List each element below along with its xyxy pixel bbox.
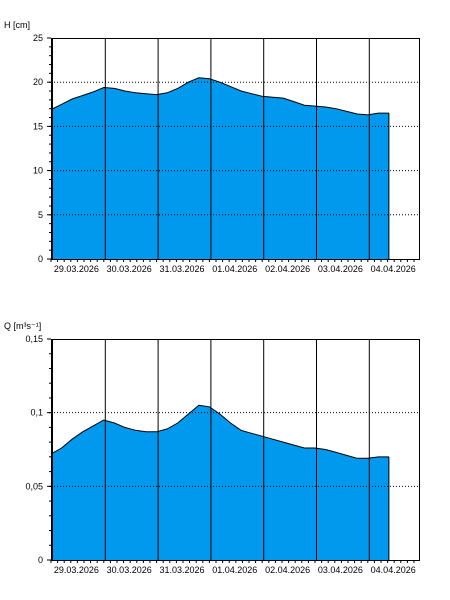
y-tick-label: 15	[33, 121, 43, 131]
x-tick-label: 02.04.2026	[265, 264, 310, 274]
series-area	[51, 405, 389, 560]
y-tick-label: 20	[33, 77, 43, 87]
plot-area: 0 0,05 0,1 0,15 29.03.2026 30.03.2026 31.03.20…	[25, 334, 420, 575]
y-tick-label: 10	[33, 166, 43, 176]
x-tick-label: 01.04.2026	[212, 565, 257, 575]
y-axis-label: Q [m³s⁻¹]	[4, 321, 41, 331]
x-tick-label: 03.04.2026	[318, 565, 363, 575]
y-tick-label: 0,05	[25, 481, 43, 491]
y-tick-label: 0	[38, 254, 43, 264]
x-tick-label: 04.04.2026	[371, 264, 416, 274]
y-tick-label: 5	[38, 210, 43, 220]
series-line	[50, 404, 389, 459]
y-tick-label: 0	[38, 555, 43, 565]
water-level-chart: H [cm] 0 5 10 15 20 25 29.03.2026 30.03.2026 31.…	[4, 20, 420, 274]
y-tick-label: 0,1	[30, 408, 43, 418]
x-tick-label: 02.04.2026	[265, 565, 310, 575]
series-area	[51, 77, 389, 259]
x-tick-label: 04.04.2026	[371, 565, 416, 575]
y-tick-label: 0,15	[25, 334, 43, 344]
y-tick-label: 25	[33, 33, 43, 43]
x-tick-label: 29.03.2026	[54, 565, 99, 575]
discharge-chart: Q [m³s⁻¹] 0 0,05 0,1 0,15 29.03.2026 30.03.20…	[4, 321, 420, 575]
x-tick-label: 31.03.2026	[159, 565, 204, 575]
x-tick-label: 30.03.2026	[107, 565, 152, 575]
x-tick-label: 31.03.2026	[159, 264, 204, 274]
x-tick-label: 03.04.2026	[318, 264, 363, 274]
x-tick-label: 30.03.2026	[107, 264, 152, 274]
y-axis-label: H [cm]	[4, 20, 30, 30]
plot-area: 0 5 10 15 20 25 29.03.2026 30.03.2026 31.03.2026…	[33, 33, 420, 274]
x-tick-label: 29.03.2026	[54, 264, 99, 274]
x-tick-label: 01.04.2026	[212, 264, 257, 274]
